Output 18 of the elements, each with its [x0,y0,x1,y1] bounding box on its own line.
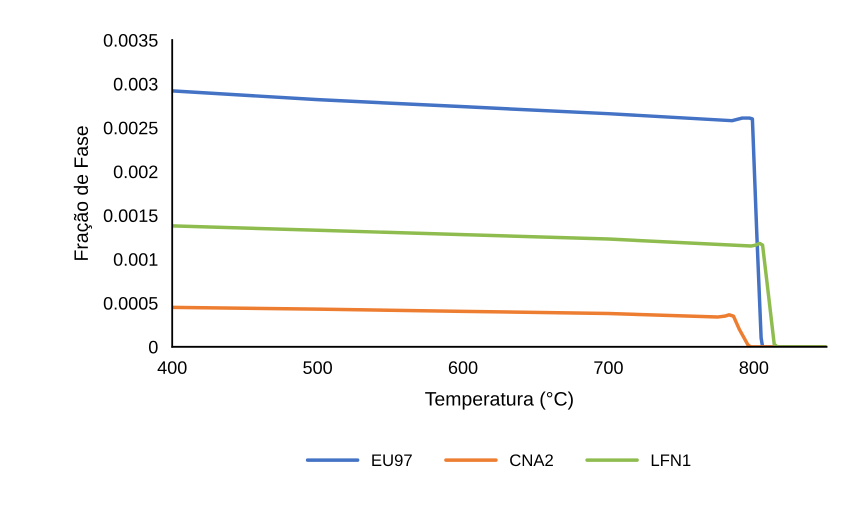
y-tick-label: 0.0025 [104,122,158,134]
legend-label: CNA2 [510,454,553,466]
x-tick-label: 400 [158,361,187,374]
x-axis-title: Temperatura (°C) [425,391,573,410]
y-tick-label: 0.0035 [104,34,158,47]
y-tick-label: 0.002 [114,165,158,178]
y-tick-label: 0 [148,340,158,354]
x-tick-label: 800 [740,361,768,374]
x-tick-label: 600 [448,361,478,374]
legend-label: EU97 [372,454,412,466]
y-tick-label: 0.0005 [104,296,158,310]
y-tick-label: 0.001 [114,253,158,266]
x-tick-label: 700 [594,361,623,374]
legend-label: LFN1 [652,454,690,466]
y-tick-label: 0.0015 [104,209,158,222]
x-tick-label: 500 [303,361,332,374]
y-tick-label: 0.003 [114,78,158,91]
y-axis-title: Fração de Fase [74,126,92,260]
